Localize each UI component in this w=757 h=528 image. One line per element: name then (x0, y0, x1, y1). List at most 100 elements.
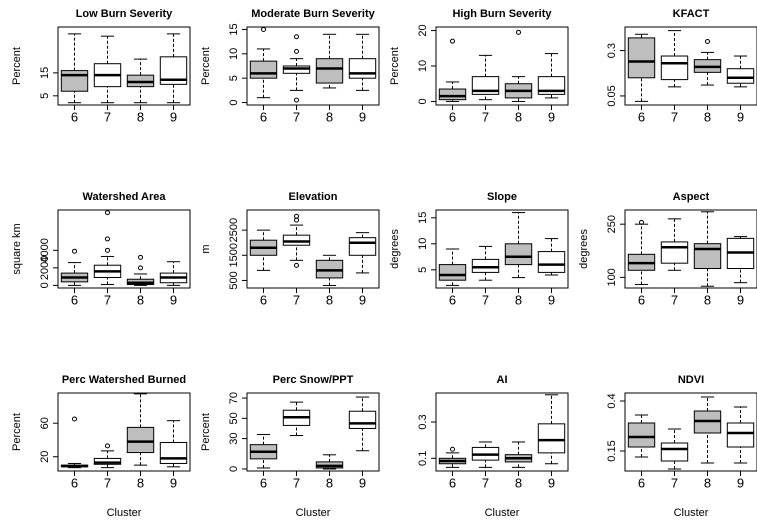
box (348, 410, 377, 429)
x-tick-label: 9 (359, 292, 366, 307)
box (627, 37, 656, 79)
y-tick-label: 20 (417, 24, 429, 36)
box (249, 60, 278, 79)
box (315, 58, 344, 84)
box (315, 259, 344, 279)
plot-frame (435, 209, 569, 289)
x-tick-label: 8 (137, 292, 144, 307)
panel-title: Slope (487, 191, 517, 203)
panel-title: Aspect (673, 191, 710, 203)
outlier (105, 236, 110, 242)
outlier (261, 26, 266, 32)
y-axis-label: Percent (389, 47, 401, 85)
box (504, 243, 533, 266)
box (60, 70, 89, 92)
x-tick-label: 6 (260, 109, 267, 124)
panel-title: Perc Watershed Burned (62, 374, 186, 386)
y-tick-label: 1500 (228, 243, 240, 267)
box (693, 243, 722, 270)
outlier (294, 97, 299, 103)
y-axis-label: Percent (200, 413, 212, 451)
box (282, 234, 311, 246)
box (438, 88, 467, 101)
y-tick-label: 4000 (39, 238, 51, 262)
outlier (450, 446, 455, 452)
y-axis-label: Percent (11, 413, 23, 451)
y-axis-label: square km (11, 223, 23, 274)
plot-frame (57, 209, 191, 289)
plot-frame (624, 26, 757, 106)
x-tick-label: 9 (737, 109, 744, 124)
outlier (294, 262, 299, 268)
x-tick-label: 8 (326, 109, 333, 124)
outlier (105, 247, 110, 253)
plot-frame (435, 392, 569, 472)
y-tick-label: 250 (606, 215, 618, 233)
y-axis-label: Percent (200, 47, 212, 85)
y-tick-label: 15 (228, 23, 240, 35)
x-axis-label: Cluster (107, 507, 142, 519)
box (726, 422, 755, 448)
y-axis-label: degrees (389, 229, 401, 269)
panel-title: Moderate Burn Severity (251, 8, 375, 20)
x-tick-label: 9 (170, 292, 177, 307)
y-tick-label: 20 (39, 451, 51, 463)
y-tick-label: 30 (228, 432, 240, 444)
y-tick-label: 10 (417, 238, 429, 250)
x-tick-label: 7 (482, 109, 489, 124)
box (348, 58, 377, 79)
box (537, 423, 566, 454)
x-axis-label: Cluster (674, 507, 709, 519)
x-tick-label: 9 (737, 292, 744, 307)
x-tick-label: 6 (638, 109, 645, 124)
box (471, 258, 500, 273)
x-tick-label: 7 (671, 475, 678, 490)
y-tick-label: 10 (417, 60, 429, 72)
y-tick-label: 0.05 (606, 85, 618, 106)
x-tick-label: 8 (515, 292, 522, 307)
y-tick-label: 60 (39, 417, 51, 429)
outlier (294, 34, 299, 40)
box (93, 457, 122, 465)
plot-frame (246, 209, 380, 289)
panel-title: KFACT (673, 8, 710, 20)
y-tick-label: 0 (417, 98, 429, 104)
x-tick-label: 6 (638, 475, 645, 490)
x-tick-label: 7 (482, 292, 489, 307)
x-tick-label: 9 (359, 475, 366, 490)
outlier (138, 265, 143, 271)
y-tick-label: 5 (228, 75, 240, 81)
box (726, 68, 755, 84)
x-tick-label: 7 (671, 292, 678, 307)
outlier (450, 38, 455, 44)
y-tick-label: 100 (606, 268, 618, 286)
y-tick-label: 0.1 (417, 451, 429, 466)
y-tick-label: 2500 (228, 218, 240, 242)
plot-frame (246, 26, 380, 106)
outlier (105, 210, 110, 216)
plot-frame (246, 392, 380, 472)
x-tick-label: 7 (104, 475, 111, 490)
x-tick-label: 8 (137, 475, 144, 490)
x-tick-label: 9 (548, 475, 555, 490)
box (660, 241, 689, 264)
y-tick-label: 0.3 (417, 414, 429, 429)
box (348, 237, 377, 256)
y-axis-label: m (200, 244, 212, 253)
y-tick-label: 15 (417, 212, 429, 224)
panel-title: AI (497, 374, 508, 386)
x-tick-label: 8 (515, 475, 522, 490)
y-tick-label: 0.4 (606, 393, 618, 408)
plot-frame (57, 392, 191, 472)
box (660, 442, 689, 462)
outlier (72, 248, 77, 254)
plot-frame (57, 26, 191, 106)
y-axis-label: degrees (578, 229, 590, 269)
outlier (516, 29, 521, 35)
x-tick-label: 8 (137, 109, 144, 124)
box (537, 251, 566, 273)
x-tick-label: 7 (104, 109, 111, 124)
x-tick-label: 8 (515, 109, 522, 124)
x-tick-label: 9 (170, 475, 177, 490)
y-tick-label: 15 (39, 67, 51, 79)
